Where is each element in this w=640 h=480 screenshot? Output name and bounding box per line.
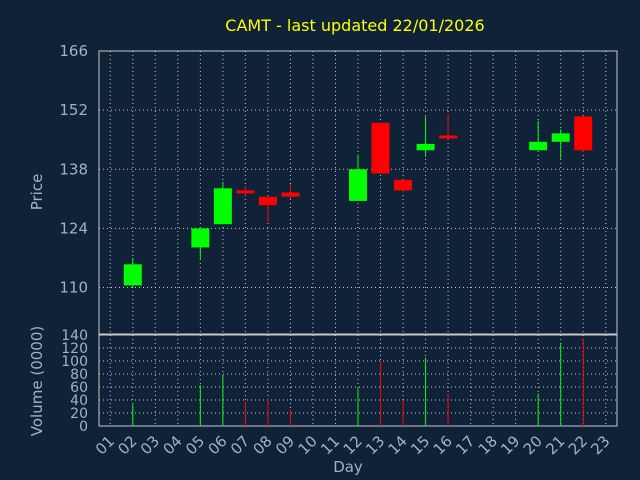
price-tick-label: 152 [59, 101, 88, 119]
volume-tick-label: 60 [70, 380, 88, 396]
candle-body [371, 122, 390, 174]
price-tick-label: 166 [59, 42, 88, 60]
price-panel: 110 124 138 152 166 [59, 42, 618, 335]
candle-body [236, 190, 255, 194]
candle-body [439, 135, 458, 139]
candle-body [349, 169, 367, 201]
x-axis-title: Day [333, 458, 363, 476]
price-tick-label: 110 [59, 279, 88, 297]
volume-tick-label: 40 [70, 393, 88, 409]
candle-body [258, 196, 277, 206]
volume-tick-label: 140 [61, 328, 88, 344]
candle-body [394, 179, 413, 191]
volume-tick-label: 20 [70, 406, 88, 422]
price-panel-frame [98, 50, 618, 335]
candle-body [416, 143, 435, 151]
volume-tick-label: 120 [61, 341, 88, 357]
volume-tick-label: 0 [79, 419, 88, 435]
volume-tick-label: 100 [61, 354, 88, 370]
price-tick-label: 124 [59, 219, 88, 237]
volume-tick-label: 80 [70, 367, 88, 383]
price-axis-title: Price [28, 174, 46, 211]
candle-body [551, 133, 570, 142]
candle-body [281, 192, 300, 197]
candle-body [213, 188, 232, 225]
x-axis: 0102030405060708091011121314151617181920… [92, 432, 614, 458]
candle-body [529, 141, 548, 151]
candle-body [191, 228, 210, 248]
candle-body [574, 116, 593, 151]
candle-body [123, 264, 142, 286]
chart-title: CAMT - last updated 22/01/2026 [225, 16, 484, 35]
volume-axis-title: Volume (0000) [28, 326, 46, 436]
price-tick-label: 138 [59, 160, 88, 178]
